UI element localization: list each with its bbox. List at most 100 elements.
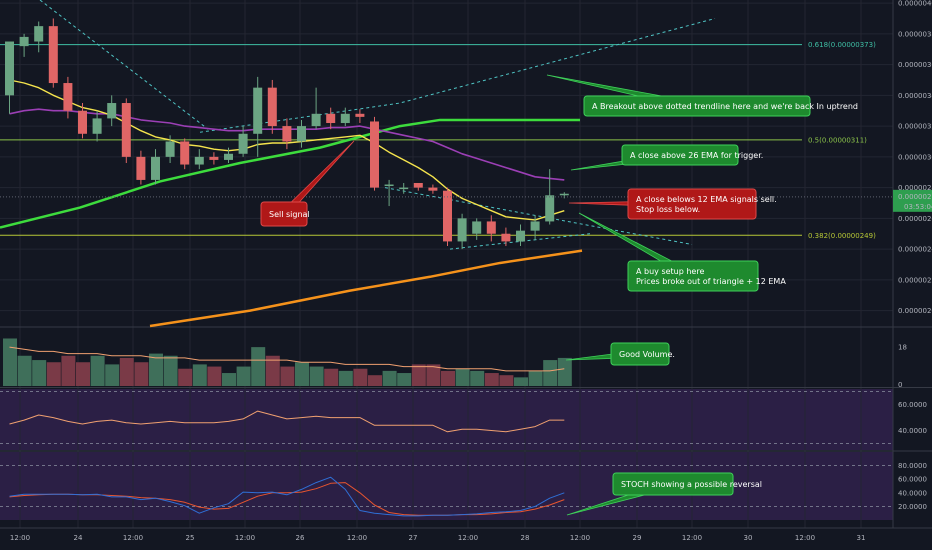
stoch-tick-2: 40.0000	[898, 489, 927, 497]
candle-32	[472, 218, 482, 240]
volume-bar-36	[528, 370, 543, 386]
candle-body-5	[78, 110, 87, 134]
volume-bar-31	[455, 368, 470, 386]
candle-33	[486, 215, 496, 242]
volume-bar-1	[17, 355, 32, 386]
candle-body-35	[516, 230, 525, 242]
candle-27	[399, 182, 409, 194]
candle-body-17	[253, 87, 263, 134]
volume-bar-17	[251, 347, 266, 386]
volume-bars	[3, 338, 572, 386]
candle-8	[121, 98, 131, 163]
volume-bar-28	[411, 364, 426, 386]
price-tick-7: 0.00000260	[898, 215, 932, 223]
volume-bar-29	[426, 364, 441, 386]
volume-bar-16	[236, 366, 251, 386]
annotation-text-stoch-reversal-0: STOCH showing a possible reversal	[621, 480, 762, 489]
rsi-pane	[0, 389, 893, 450]
candle-body-8	[121, 103, 131, 157]
candle-15	[224, 147, 233, 163]
volume-bar-14	[207, 366, 222, 386]
volume-bar-10	[149, 353, 163, 386]
candle-2	[34, 21, 44, 53]
time-tick-7: 27	[409, 534, 418, 542]
time-tick-9: 28	[521, 534, 530, 542]
volume-bar-22	[324, 368, 339, 386]
price-tick-8: 0.00000240	[898, 246, 932, 254]
annotation-breakout: A Breakout above dotted trendline here a…	[546, 74, 858, 117]
volume-bar-19	[280, 366, 295, 386]
candle-body-6	[92, 118, 102, 134]
candle-body-14	[209, 156, 219, 160]
annotations: A Breakout above dotted trendline here a…	[260, 74, 858, 516]
price-tick-3: 0.00000340	[898, 92, 932, 100]
volume-bar-20	[295, 362, 309, 386]
time-tick-8: 12:00	[458, 534, 478, 542]
annotation-stoch-reversal: STOCH showing a possible reversal	[566, 472, 762, 516]
candle-18	[267, 79, 277, 134]
price-tick-2: 0.00000360	[898, 61, 932, 69]
volume-bar-0	[3, 338, 17, 386]
candle-body-38	[559, 193, 569, 196]
rsi-line	[9, 410, 565, 433]
candle-body-20	[297, 126, 306, 142]
volume-bar-12	[178, 368, 193, 386]
time-tick-0: 12:00	[10, 534, 30, 542]
candle-body-13	[194, 156, 204, 165]
candle-body-0	[5, 41, 14, 96]
candle-body-29	[428, 187, 438, 191]
volume-bar-30	[441, 370, 455, 386]
candle-body-2	[34, 26, 44, 42]
candle-34	[501, 227, 511, 247]
annotation-text-good-volume-0: Good Volume.	[619, 350, 675, 359]
annotation-box-stoch-reversal	[612, 472, 734, 496]
candle-6	[92, 110, 102, 142]
volume-bar-34	[499, 375, 514, 386]
annotation-text-ema12-sell-1: Stop loss below.	[636, 205, 700, 214]
candle-body-21	[311, 113, 321, 127]
candle-0	[5, 41, 14, 114]
annotation-ema26-trigger: A close above 26 EMA for trigger.	[570, 144, 763, 171]
candle-body-18	[267, 87, 277, 127]
candle-body-33	[486, 221, 496, 234]
volume-bar-24	[353, 368, 368, 386]
time-tick-6: 12:00	[347, 534, 367, 542]
candle-29	[428, 184, 438, 194]
volume-bar-6	[90, 355, 105, 386]
candle-body-12	[180, 141, 190, 165]
volume-bar-37	[543, 360, 558, 386]
time-tick-10: 12:00	[570, 534, 590, 542]
time-tick-14: 12:00	[795, 534, 815, 542]
candle-35	[516, 224, 525, 247]
candles	[5, 18, 569, 250]
volume-bar-26	[382, 370, 397, 386]
rsi-tick-1: 40.0000	[898, 427, 927, 435]
candle-3	[48, 18, 58, 88]
ema-long-line	[0, 118, 580, 229]
price-tick-4: 0.00000320	[898, 123, 932, 131]
candle-14	[209, 152, 219, 165]
current-price-label: 0.00000274	[898, 193, 932, 201]
time-tick-12: 12:00	[682, 534, 702, 542]
candle-11	[165, 135, 175, 163]
candle-23	[340, 107, 350, 127]
annotation-sell-signal: Sell signal	[260, 140, 355, 227]
stoch-tick-1: 60.0000	[898, 476, 927, 484]
candle-body-28	[413, 182, 423, 188]
annotation-text-ema12-sell-0: A close belows 12 EMA signals sell.	[636, 195, 777, 204]
candle-body-22	[326, 113, 336, 124]
stoch-tick-0: 80.0000	[898, 462, 927, 470]
candle-body-3	[48, 26, 58, 84]
candle-body-26	[384, 184, 394, 187]
price-tick-0: 0.00000400	[898, 0, 932, 8]
volume-ma-line	[9, 346, 565, 372]
candle-body-15	[224, 153, 233, 160]
stoch-k-line	[9, 476, 565, 517]
candle-body-27	[399, 187, 409, 190]
time-tick-15: 31	[857, 534, 866, 542]
candle-body-31	[457, 218, 467, 242]
time-tick-5: 26	[296, 534, 305, 542]
annotation-box-ema12-sell	[627, 188, 757, 220]
